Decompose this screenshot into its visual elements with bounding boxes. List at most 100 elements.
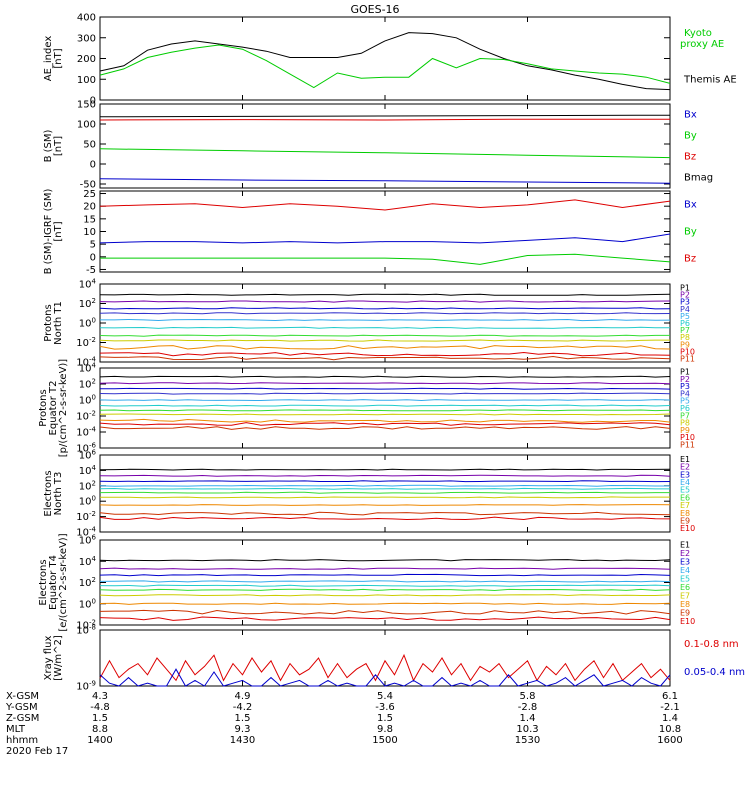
y-axis-label: Equator T4: [48, 555, 59, 610]
legend-entry: 0.1-0.8 nm: [684, 639, 739, 650]
ephemeris-value: 10.3: [516, 724, 538, 735]
legend-entry: E3: [680, 557, 690, 566]
ephemeris-value: 6.1: [662, 691, 678, 702]
legend-entry: P10: [680, 433, 695, 442]
series-line: [99, 422, 671, 426]
y-tick-label: 10-4: [76, 356, 96, 369]
legend-entry: E2: [680, 549, 690, 558]
ephemeris-value: -3.6: [375, 702, 395, 713]
series-line: [99, 148, 671, 159]
series-line: [99, 588, 671, 592]
series-line: [99, 474, 671, 477]
y-tick-label: 0: [90, 160, 96, 171]
series-line: [99, 573, 671, 577]
legend-entry: P11: [680, 354, 695, 363]
legend-entry: E7: [680, 591, 690, 600]
eph-label-y: Y-GSM: [5, 702, 38, 713]
series-line: [99, 418, 671, 423]
legend-entry: E6: [680, 583, 690, 592]
ephemeris-value: 5.4: [377, 691, 393, 702]
series-line: [99, 616, 671, 621]
series-line: [99, 584, 671, 587]
eph-label-z: Z-GSM: [6, 713, 39, 724]
ephemeris-value: 5.8: [520, 691, 536, 702]
series-line: [99, 409, 671, 412]
y-axis-label: North T3: [53, 472, 64, 516]
eph-label-mlt: MLT: [6, 724, 26, 735]
series-line: [99, 496, 670, 499]
series-line: [99, 559, 671, 562]
y-tick-label: 100: [77, 120, 96, 131]
legend-entry: Themis AE: [683, 74, 737, 85]
legend-entry: P1: [680, 368, 690, 377]
y-axis-label: Xray flux: [43, 636, 54, 681]
y-tick-label: 15: [83, 214, 96, 225]
y-tick-label: 400: [77, 13, 96, 24]
y-tick-label: 10-2: [76, 410, 96, 423]
series-line: [99, 484, 670, 487]
ephemeris-value: 1430: [230, 735, 255, 746]
y-axis-label: Electrons: [43, 470, 54, 516]
ephemeris-value: -4.8: [90, 702, 110, 713]
ephemeris-value: 1.5: [377, 713, 393, 724]
ephemeris-table: X-GSM Y-GSM Z-GSM MLT hhmm 2020 Feb 17 4…: [5, 691, 683, 757]
legend-entry: Bz: [684, 152, 696, 163]
y-tick-label: 50: [83, 140, 96, 151]
y-tick-label: 200: [77, 54, 96, 65]
legend-entry: E3: [680, 470, 690, 479]
y-tick-label: 102: [79, 297, 96, 310]
y-tick-label: 100: [79, 597, 96, 610]
y-axis-label: Equator T2: [48, 381, 59, 436]
series-line: [99, 387, 671, 390]
series-line: [99, 392, 671, 395]
legend-entry: Kyoto: [684, 28, 712, 39]
series-line: [99, 382, 671, 385]
y-tick-label: 106: [79, 534, 97, 547]
ephemeris-value: 1600: [657, 735, 682, 746]
series-line: [99, 653, 671, 682]
legend-entry: P4: [680, 305, 690, 314]
series-line: [99, 339, 670, 342]
series-line: [99, 293, 671, 296]
series-line: [99, 594, 671, 597]
y-axis-label: [nT]: [53, 48, 64, 68]
y-tick-label: 100: [77, 75, 96, 86]
ephemeris-value: 1530: [515, 735, 540, 746]
ephemeris-value: 1500: [372, 735, 397, 746]
series-line: [100, 253, 671, 265]
legend-entry: P6: [680, 319, 690, 328]
legend-entry: Bx: [684, 110, 697, 121]
y-tick-label: -5: [86, 265, 96, 276]
legend-entry: P1: [680, 284, 690, 293]
ephemeris-value: -2.8: [518, 702, 538, 713]
series-line: [99, 178, 671, 184]
ephemeris-value: 9.3: [235, 724, 251, 735]
panel-7: 10-2 100 102 104 106 Electrons Equator T4 [e/(c…: [38, 533, 695, 631]
legend-entry: E9: [680, 608, 690, 617]
y-axis-label: North T1: [53, 301, 64, 345]
y-tick-label: 100: [79, 394, 96, 407]
y-tick-label: 0: [90, 96, 96, 107]
legend-entry: P9: [680, 426, 690, 435]
panel-frame: [99, 16, 671, 101]
series-line: [99, 307, 671, 310]
y-tick-label: 10-2: [76, 510, 96, 523]
ephemeris-value: 1.4: [520, 713, 536, 724]
panel-4: 10-4 10-2 100 102 104 Protons North T1 P1P2P3P4…: [43, 278, 695, 369]
legend-entry: E7: [680, 501, 690, 510]
legend-entry: Bx: [684, 200, 697, 211]
series-line: [99, 355, 671, 361]
ephemeris-value: 1.4: [662, 713, 678, 724]
y-axis-label: [e/(cm^2-s-sr-keV)]: [58, 533, 69, 631]
y-tick-label: 5: [90, 240, 96, 251]
legend-entry: P11: [680, 440, 695, 449]
series-line: [99, 334, 670, 337]
y-axis-label: [W/m^2]: [53, 635, 64, 681]
legend-entry: P5: [680, 397, 690, 406]
series-line: [99, 516, 671, 521]
legend-entry: proxy AE: [680, 39, 724, 50]
series-line: [99, 491, 670, 494]
legend-entry: E4: [680, 478, 690, 487]
